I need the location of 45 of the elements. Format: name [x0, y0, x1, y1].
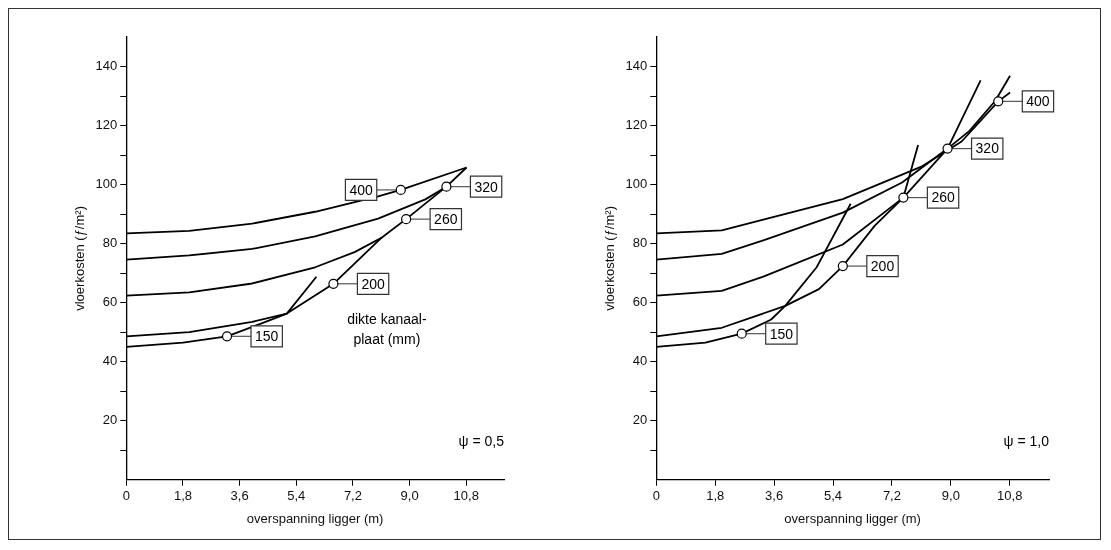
annotation: dikte kanaal- plaat (mm)	[347, 311, 427, 348]
annotation: 400	[1026, 93, 1050, 110]
x-tick-label: 10,8	[997, 488, 1023, 504]
x-tick-label: 0	[652, 488, 660, 504]
annotation: 200	[870, 257, 895, 274]
y-axis-title: vloerkosten (ƒ/m²)	[602, 206, 618, 311]
x-tick-label: 3,6	[230, 488, 249, 504]
annotation: 260	[434, 211, 458, 227]
x-tick-label: 9,0	[941, 488, 960, 504]
y-tick-label: 60	[632, 294, 648, 310]
annotation: 320	[474, 178, 498, 195]
y-tick-label: 100	[625, 176, 648, 192]
y-tick-label: 120	[625, 117, 648, 133]
x-tick-label: 10,8	[453, 488, 479, 504]
y-tick-label: 20	[102, 412, 118, 428]
annotation: ψ = 0,5	[458, 432, 505, 449]
y-tick-label: 120	[95, 117, 118, 133]
x-axis-title: overspanning ligger (m)	[784, 510, 921, 526]
x-axis-title: overspanning ligger (m)	[246, 510, 384, 526]
x-tick-label: 7,2	[882, 488, 901, 504]
annotation: 260	[931, 189, 955, 206]
annotation: 400	[349, 181, 373, 198]
x-tick-label: 5,4	[823, 488, 843, 504]
y-tick-label: 100	[95, 176, 118, 192]
x-tick-label: 3,6	[765, 488, 784, 504]
y-tick-label: 40	[102, 353, 118, 369]
annotation: 150	[255, 328, 279, 345]
x-tick-label: 1,8	[173, 488, 192, 504]
annotation: 200	[361, 275, 385, 292]
x-tick-label: 1,8	[706, 488, 725, 504]
y-tick-label: 40	[632, 353, 648, 369]
annotation: 320	[975, 140, 1000, 157]
y-axis-title: vloerkosten (ƒ/m²)	[72, 206, 88, 311]
x-tick-label: 0	[122, 488, 130, 504]
y-tick-label: 80	[632, 235, 648, 251]
y-tick-label: 80	[102, 235, 118, 251]
y-tick-label: 20	[632, 412, 648, 428]
annotation: 150	[769, 325, 794, 342]
y-tick-label: 140	[95, 58, 118, 74]
y-tick-label: 60	[102, 294, 118, 310]
x-tick-label: 9,0	[400, 488, 419, 504]
x-tick-label: 7,2	[343, 488, 362, 504]
annotation: ψ = 1,0	[1003, 432, 1050, 449]
x-tick-label: 5,4	[287, 488, 306, 504]
y-tick-label: 140	[625, 58, 648, 74]
